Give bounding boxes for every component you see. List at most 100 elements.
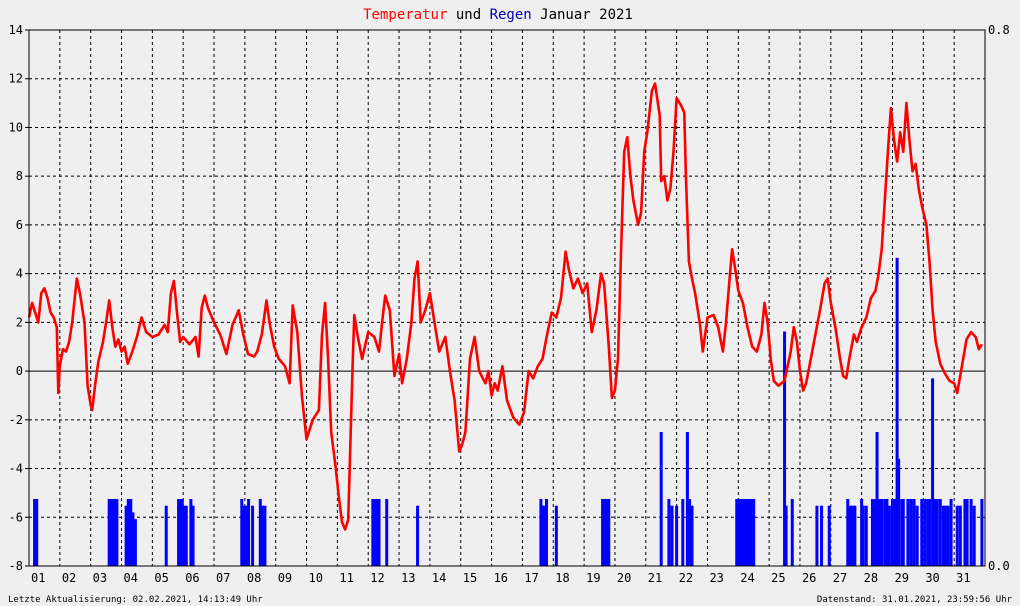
x-tick-label: 28: [864, 571, 878, 585]
x-tick-label: 13: [401, 571, 415, 585]
rain-bar: [133, 519, 137, 566]
rain-bar: [783, 331, 787, 566]
rain-bar: [955, 505, 959, 566]
rain-bar: [900, 499, 904, 566]
rain-bar: [191, 505, 195, 566]
rain-bar: [848, 505, 852, 566]
rain-bar: [864, 505, 868, 566]
rain-bar: [890, 499, 894, 566]
x-tick-label: 20: [617, 571, 631, 585]
rain-bar: [131, 512, 135, 566]
rain-bar: [750, 499, 754, 566]
rain-bar: [681, 499, 685, 566]
y-left-tick-label: 12: [9, 72, 23, 86]
x-tick-label: 30: [925, 571, 939, 585]
x-tick-label: 01: [31, 571, 45, 585]
chart-title: Temperatur und Regen Januar 2021: [363, 7, 633, 23]
rain-bar: [874, 499, 878, 566]
rain-bar: [109, 499, 113, 566]
y-left-tick-label: 4: [16, 267, 23, 281]
x-tick-label: 16: [494, 571, 508, 585]
rain-bar: [853, 505, 857, 566]
y-left-tick-label: 8: [16, 169, 23, 183]
x-tick-label: 07: [216, 571, 230, 585]
rain-bar: [113, 499, 117, 566]
rain-bar: [965, 499, 969, 566]
grid-lines: [29, 30, 985, 566]
rain-bar: [685, 432, 689, 566]
rain-bar: [827, 505, 831, 566]
rain-bar: [182, 505, 186, 566]
rain-bar: [741, 499, 745, 566]
rain-bar: [601, 499, 605, 566]
rain-bar: [790, 499, 794, 566]
rain-bars: [33, 257, 984, 566]
rain-bar: [263, 505, 267, 566]
y-axis-right-ticks: 0.0 0.8: [988, 23, 1010, 573]
x-tick-label: 04: [124, 571, 138, 585]
rain-bar: [860, 499, 864, 566]
rain-bar: [260, 505, 264, 566]
rain-bar: [915, 505, 919, 566]
rain-bar: [124, 505, 128, 566]
rain-bar: [880, 499, 884, 566]
rain-bar: [736, 499, 740, 566]
rain-bar: [738, 499, 742, 566]
x-tick-label: 05: [154, 571, 168, 585]
rain-bar: [846, 499, 850, 566]
title-temperatur: Temperatur: [363, 7, 447, 23]
rain-bar: [895, 257, 899, 566]
rain-bar: [177, 499, 181, 566]
rain-bar: [901, 499, 905, 566]
rain-bar: [670, 505, 674, 566]
plot-border: [28, 29, 986, 567]
rain-bar: [602, 499, 606, 566]
rain-bar: [111, 499, 115, 566]
rain-bar: [416, 505, 420, 566]
rain-bar: [690, 505, 694, 566]
x-tick-label: 10: [309, 571, 323, 585]
rain-bar: [972, 505, 976, 566]
rain-bar: [931, 378, 935, 566]
rain-bar: [980, 499, 984, 566]
temperature-line: [27, 82, 983, 531]
rain-bar: [240, 499, 244, 566]
plot-frame: [28, 29, 986, 567]
rain-bar: [887, 505, 891, 566]
rain-bar: [371, 499, 375, 566]
rain-bar: [33, 499, 37, 566]
x-tick-label: 29: [894, 571, 908, 585]
rain-bar: [675, 505, 679, 566]
y-left-tick-label: 10: [9, 120, 23, 134]
rain-bar: [115, 499, 119, 566]
rain-bar: [189, 499, 193, 566]
rain-bar: [958, 505, 962, 566]
rain-bar: [247, 499, 251, 566]
y-left-tick-label: -8: [9, 559, 23, 573]
rain-bar: [870, 499, 874, 566]
rain-bar: [554, 505, 558, 566]
x-tick-label: 14: [432, 571, 446, 585]
rain-bar: [242, 505, 246, 566]
x-tick-label: 03: [93, 571, 107, 585]
footer-last-update: Letzte Aktualisierung: 02.02.2021, 14:13…: [8, 595, 263, 605]
rain-bar: [604, 499, 608, 566]
rain-bar: [251, 505, 255, 566]
rain-bar: [126, 499, 130, 566]
x-tick-label: 25: [771, 571, 785, 585]
rain-bar: [735, 499, 739, 566]
rain-bar: [164, 505, 168, 566]
rain-bar: [861, 505, 865, 566]
rain-bar: [938, 499, 942, 566]
title-month: Januar 2021: [532, 7, 633, 23]
rain-bar: [969, 499, 973, 566]
x-tick-label: 31: [956, 571, 970, 585]
x-tick-label: 06: [185, 571, 199, 585]
rain-bar: [877, 499, 881, 566]
x-tick-label: 24: [740, 571, 754, 585]
rain-bar: [875, 432, 879, 566]
title-regen: Regen: [490, 7, 532, 23]
y-right-tick-label: 0.8: [988, 23, 1010, 37]
x-tick-label: 18: [555, 571, 569, 585]
